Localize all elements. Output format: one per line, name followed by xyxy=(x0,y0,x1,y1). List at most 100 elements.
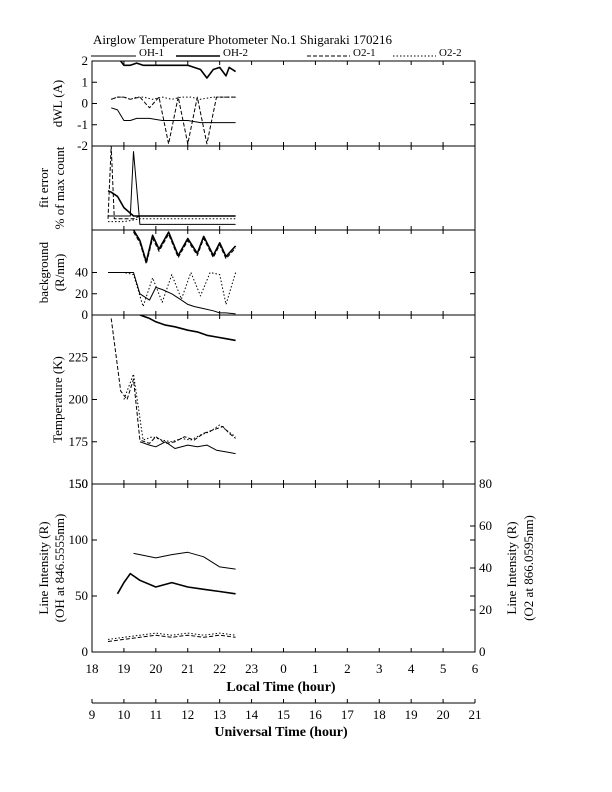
panel-line-intensity: 0 50 100 150 0 20 40 60 80 Line Intensity (R) (OH … xyxy=(36,476,536,659)
y-axis-label-fit-error: fit error xyxy=(36,167,51,208)
y-axis-label-line-intensity: Line Intensity (R) xyxy=(36,521,51,614)
x-axis-label-ut: Universal Time (hour) xyxy=(214,725,348,740)
x-local-tick-label: 22 xyxy=(213,661,226,676)
x-local-tick-label: 0 xyxy=(280,661,287,676)
figure-title: Airglow Temperature Photometer No.1 Shig… xyxy=(93,32,393,47)
x-ut-tick-label: 18 xyxy=(373,707,386,722)
panel-frame-background xyxy=(91,229,476,316)
series-group-line-intensity xyxy=(107,551,236,642)
y-tick-label: 50 xyxy=(75,588,88,603)
x-local-tick-label: 18 xyxy=(86,661,99,676)
panel-frame-fit-error xyxy=(91,145,476,231)
x-local-tick-label: 1 xyxy=(312,661,319,676)
y-tick-label: 2 xyxy=(82,53,89,68)
legend-entry-oh-1: OH-1 xyxy=(91,47,164,59)
panel-background: 0 20 40 background (R/nm) xyxy=(36,229,476,322)
y-tick-label: 1 xyxy=(82,74,89,89)
legend: OH-1 OH-2 O2-1 O2-2 xyxy=(91,47,462,59)
x-axis-label-local: Local Time (hour) xyxy=(226,680,335,695)
panel-frame-temperature xyxy=(91,314,476,485)
y-axis-label-background: background xyxy=(36,241,51,303)
y-tick-label: 100 xyxy=(69,532,89,547)
y-tick-label: 0 xyxy=(82,644,89,659)
y-tick-label: 150 xyxy=(69,476,89,491)
y-tick-label: -2 xyxy=(77,138,88,153)
series-oh-1-fit-error xyxy=(108,151,236,225)
x-ut-tick-label: 12 xyxy=(181,707,194,722)
x-local-tick-label: 19 xyxy=(117,661,130,676)
y2-tick-label: 80 xyxy=(479,476,492,491)
y-tick-label: 225 xyxy=(69,349,89,364)
series-group-temperature xyxy=(110,315,236,455)
series-o2-2-line-intensity xyxy=(107,632,236,640)
x-local-tick-label: 3 xyxy=(376,661,383,676)
y-tick-label: 0 xyxy=(82,96,89,111)
x-local-tick-label: 23 xyxy=(245,661,258,676)
series-oh-2-temperature xyxy=(139,315,236,342)
series-oh-2-dwl xyxy=(120,61,237,79)
panels: -2 -1 0 1 2 dWL (A) fit error% of max count 0 20… xyxy=(36,53,536,659)
legend-label-o2-1: O2-1 xyxy=(353,47,376,59)
y2-axis-label-2: (O2 at 866.0595nm) xyxy=(521,515,536,621)
y-tick-label: -1 xyxy=(77,117,88,132)
legend-entry-oh-2: OH-2 xyxy=(176,47,248,59)
y-axis-label-2-background: (R/nm) xyxy=(52,254,67,292)
legend-entry-o2-2: O2-2 xyxy=(393,47,462,59)
y2-tick-label: 20 xyxy=(479,602,492,617)
y-tick-label: 20 xyxy=(75,286,88,301)
x-ut-tick-label: 15 xyxy=(277,707,290,722)
series-oh-2-background xyxy=(132,230,237,263)
x-ut-tick-label: 19 xyxy=(405,707,418,722)
legend-label-o2-2: O2-2 xyxy=(439,47,462,59)
x-ut-tick-label: 10 xyxy=(117,707,130,722)
legend-label-oh-2: OH-2 xyxy=(223,47,248,59)
y-axis-label-2-line-intensity: (OH at 846.5555nm) xyxy=(52,514,67,623)
legend-entry-o2-1: O2-1 xyxy=(307,47,376,59)
panel-fit-error: fit error% of max count xyxy=(36,145,476,231)
legend-label-oh-1: OH-1 xyxy=(139,47,164,59)
series-o2-2-background xyxy=(108,272,237,307)
panel-frame-dwl xyxy=(91,60,476,147)
panel-temperature: 150 175 200 225 Temperature (K) xyxy=(50,314,476,491)
y-tick-label: 175 xyxy=(69,434,89,449)
series-o2-1-line-intensity xyxy=(107,634,236,642)
x-ut-tick-label: 11 xyxy=(150,707,163,722)
y2-tick-label: 0 xyxy=(479,644,486,659)
series-oh-2-fit-error xyxy=(107,190,236,217)
x-ut-tick-label: 16 xyxy=(309,707,323,722)
y-axis-label-2-fit-error: % of max count xyxy=(52,146,67,229)
x-local-tick-label: 20 xyxy=(149,661,162,676)
series-oh-1-dwl xyxy=(111,107,236,124)
series-oh-2-line-intensity xyxy=(116,572,236,595)
x-ut-tick-label: 21 xyxy=(469,707,482,722)
series-oh-1-background xyxy=(108,272,236,315)
panel-dwl: -2 -1 0 1 2 dWL (A) xyxy=(50,53,476,153)
series-o2-2-dwl xyxy=(111,96,236,100)
series-o2-1-background xyxy=(133,231,236,265)
x-local-tick-label: 2 xyxy=(344,661,351,676)
panel-frame-line-intensity xyxy=(91,483,476,653)
y-tick-label: 200 xyxy=(69,392,89,407)
series-o2-2-temperature xyxy=(123,373,236,443)
y2-tick-label: 40 xyxy=(479,560,492,575)
series-o2-2-fit-error xyxy=(108,218,236,223)
series-oh-1-temperature xyxy=(139,441,236,455)
series-group-background xyxy=(108,230,237,315)
y-tick-label: 40 xyxy=(75,265,88,280)
y-tick-label: 150 xyxy=(69,476,89,491)
x-ut-tick-label: 9 xyxy=(89,707,96,722)
x-ut-tick-label: 17 xyxy=(341,707,355,722)
y2-tick-label: 60 xyxy=(479,518,492,533)
x-local-tick-label: 4 xyxy=(408,661,415,676)
series-o2-1-fit-error xyxy=(107,146,236,220)
x-local-tick-label: 21 xyxy=(181,661,194,676)
y-tick-label: 0 xyxy=(82,307,89,322)
series-o2-1-temperature xyxy=(110,318,236,444)
time-axes: 18 19 20 21 22 23 0 1 2 3 4 5 69 10 11 12 13 14 15 16 17 18 19… xyxy=(86,661,482,722)
x-ut-tick-label: 14 xyxy=(245,707,259,722)
x-local-tick-label: 5 xyxy=(440,661,447,676)
series-group-dwl xyxy=(111,61,237,145)
x-local-tick-label: 6 xyxy=(472,661,479,676)
y-axis-label-dwl: dWL (A) xyxy=(50,80,65,128)
